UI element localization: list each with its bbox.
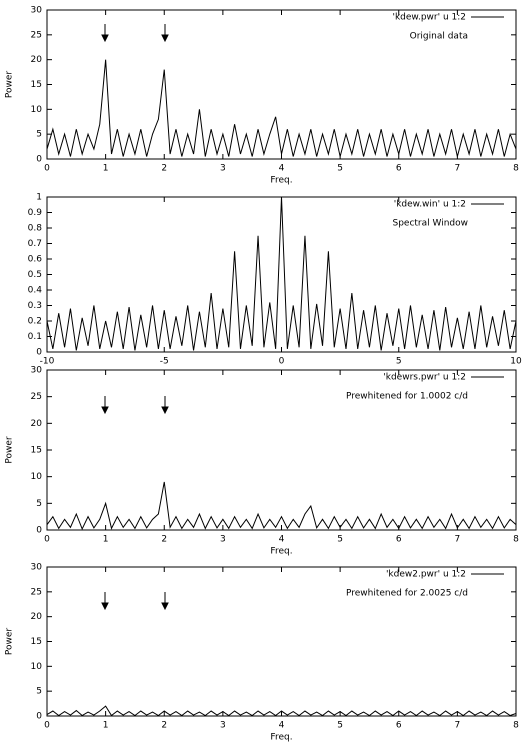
- annotation: Original data: [410, 32, 468, 42]
- x-tick-label: -5: [160, 357, 169, 367]
- x-tick-label: 4: [279, 721, 285, 731]
- y-axis-label: Power: [5, 436, 15, 464]
- y-tick-label: 0.6: [28, 255, 43, 265]
- y-tick-label: 15: [31, 446, 42, 456]
- y-tick-label: 15: [31, 80, 42, 90]
- y-tick-label: 15: [31, 637, 42, 647]
- arrows: [101, 24, 169, 611]
- x-tick-label: 7: [455, 535, 461, 545]
- y-tick-label: 0: [36, 526, 42, 536]
- x-tick-label: 8: [513, 721, 519, 731]
- y-tick-label: 30: [31, 6, 43, 16]
- arrow-head: [161, 602, 169, 611]
- legend-label: 'kdewrs.pwr' u 1:2: [383, 373, 466, 383]
- x-tick-label: 0: [44, 164, 50, 174]
- x-tick-label: 1: [103, 535, 109, 545]
- y-tick-label: 0.8: [28, 224, 43, 234]
- y-tick-label: 0.5: [28, 270, 42, 280]
- y-axis-label: Power: [5, 628, 15, 656]
- y-tick-label: 20: [31, 55, 43, 65]
- arrow-head: [161, 406, 169, 415]
- y-tick-label: 10: [31, 472, 43, 482]
- x-tick-label: 3: [220, 721, 226, 731]
- x-tick-label: 6: [396, 535, 402, 545]
- x-tick-label: 8: [513, 535, 519, 545]
- y-tick-label: 5: [36, 130, 42, 140]
- x-axis-label: Freq.: [270, 176, 292, 186]
- y-tick-label: 10: [31, 662, 43, 672]
- y-tick-label: 0.4: [28, 286, 43, 296]
- series-line: [46, 481, 517, 531]
- x-tick-label: 5: [337, 721, 343, 731]
- arrow-head: [161, 34, 169, 43]
- series-line: [46, 59, 517, 157]
- y-tick-label: 0.1: [28, 332, 42, 342]
- y-tick-label: 25: [31, 30, 42, 40]
- arrow-head: [101, 34, 109, 43]
- y-tick-label: 0.3: [28, 301, 42, 311]
- y-axis-label: Power: [5, 71, 15, 99]
- y-tick-label: 30: [31, 366, 43, 376]
- x-tick-label: 8: [513, 164, 519, 174]
- y-tick-label: 5: [36, 687, 42, 697]
- y-tick-label: 5: [36, 499, 42, 509]
- x-tick-label: 7: [455, 164, 461, 174]
- annotation: Prewhitened for 1.0002 c/d: [346, 392, 468, 402]
- x-tick-label: -10: [40, 357, 55, 367]
- legend-label: 'kdew2.pwr' u 1:2: [386, 570, 466, 580]
- x-tick-label: 2: [161, 535, 167, 545]
- annotation: Prewhitened for 2.0025 c/d: [346, 589, 468, 599]
- x-tick-label: 5: [337, 535, 343, 545]
- x-tick-label: 3: [220, 535, 226, 545]
- x-tick-label: 6: [396, 164, 402, 174]
- y-tick-label: 1: [36, 193, 42, 203]
- series-line: [46, 196, 517, 351]
- annotation: Spectral Window: [392, 219, 468, 229]
- x-tick-label: 2: [161, 721, 167, 731]
- x-tick-label: 3: [220, 164, 226, 174]
- series-line: [46, 705, 517, 717]
- x-tick-label: 5: [337, 164, 343, 174]
- x-tick-label: 5: [396, 357, 402, 367]
- x-axis-label: Freq.: [270, 547, 292, 557]
- arrow-head: [101, 406, 109, 415]
- y-tick-label: 25: [31, 392, 42, 402]
- y-tick-label: 0: [36, 155, 42, 165]
- x-tick-label: 6: [396, 721, 402, 731]
- legend-label: 'kdew.win' u 1:2: [394, 200, 466, 210]
- x-tick-label: 4: [279, 164, 285, 174]
- x-tick-label: 7: [455, 721, 461, 731]
- y-tick-label: 20: [31, 419, 43, 429]
- y-tick-label: 0.7: [28, 239, 42, 249]
- x-tick-label: 0: [279, 357, 285, 367]
- x-tick-label: 2: [161, 164, 167, 174]
- x-axis-label: Freq.: [270, 733, 292, 743]
- x-tick-label: 0: [44, 721, 50, 731]
- y-tick-label: 20: [31, 612, 43, 622]
- arrow-head: [101, 602, 109, 611]
- x-tick-label: 0: [44, 535, 50, 545]
- y-tick-label: 0.9: [28, 208, 43, 218]
- y-tick-label: 0: [36, 348, 42, 358]
- y-tick-label: 0: [36, 712, 42, 722]
- x-tick-label: 1: [103, 164, 109, 174]
- legend-label: 'kdew.pwr' u 1:2: [393, 13, 467, 23]
- x-tick-label: 1: [103, 721, 109, 731]
- y-tick-label: 25: [31, 587, 42, 597]
- x-tick-label: 4: [279, 535, 285, 545]
- y-tick-label: 30: [31, 563, 43, 573]
- x-tick-label: 10: [510, 357, 522, 367]
- y-tick-label: 10: [31, 105, 43, 115]
- y-tick-label: 0.2: [28, 317, 42, 327]
